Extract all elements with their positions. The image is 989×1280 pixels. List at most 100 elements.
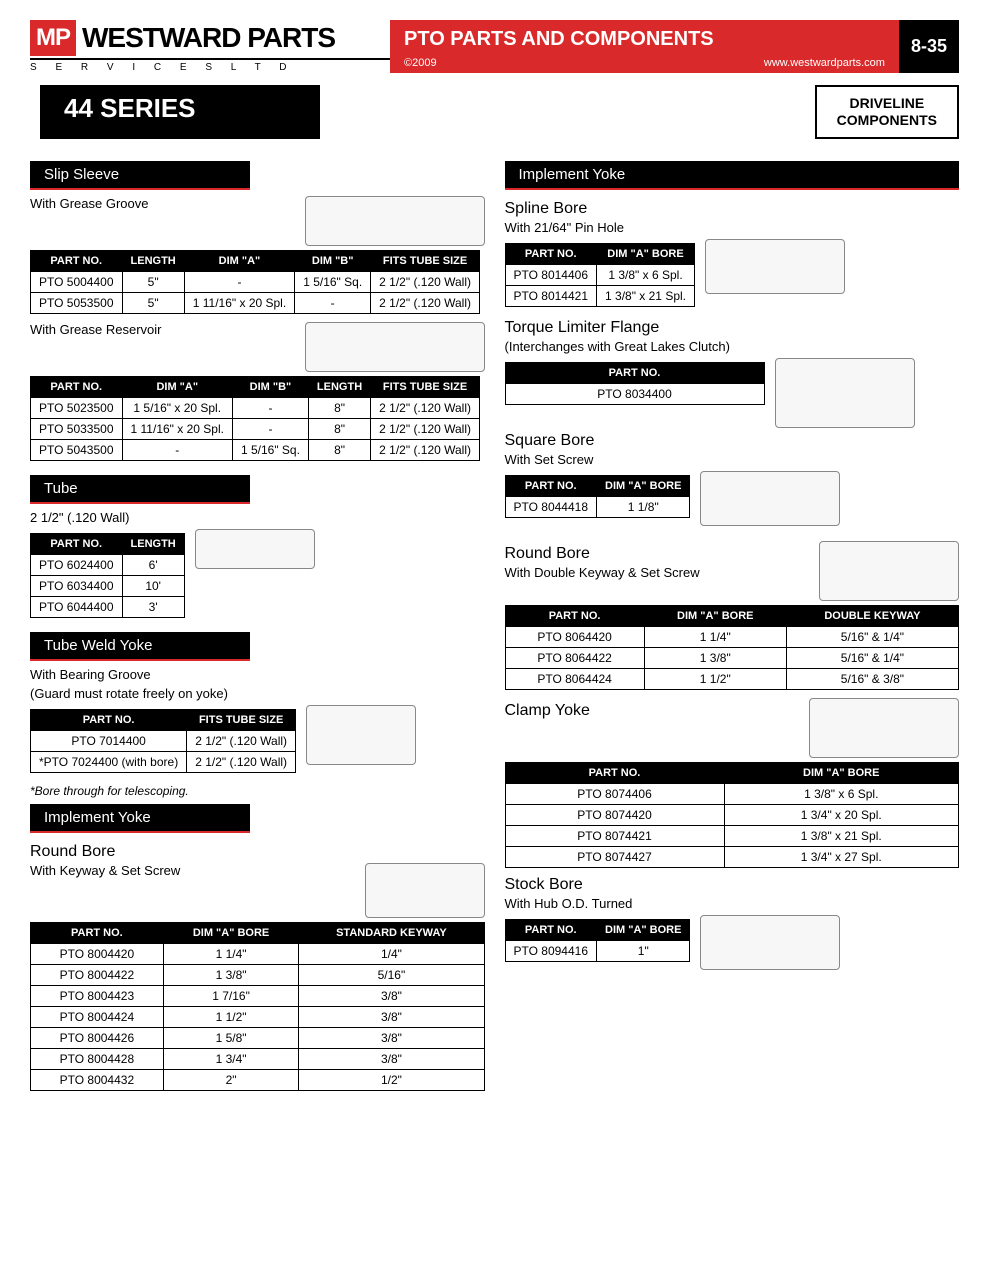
table-cell: 3/8"	[299, 1048, 484, 1069]
table-row: PTO 80644201 1/4"5/16" & 1/4"	[505, 626, 959, 647]
table-cell: PTO 5043500	[31, 439, 123, 460]
tube-weld-yoke-table: PART NO.FITS TUBE SIZEPTO 70144002 1/2" …	[30, 709, 296, 773]
square-diagram	[700, 471, 840, 526]
round-sub1: Round Bore	[505, 545, 810, 563]
table-cell: 5"	[122, 292, 184, 313]
table-cell: 3/8"	[299, 985, 484, 1006]
series-label-2: COMPONENTS	[837, 112, 937, 129]
round-table: PART NO.DIM "A" BOREDOUBLE KEYWAYPTO 806…	[505, 605, 960, 690]
clamp-table: PART NO.DIM "A" BOREPTO 80744061 3/8" x …	[505, 762, 960, 868]
table-cell: 1 3/8" x 21 Spl.	[724, 825, 959, 846]
spline-table: PART NO.DIM "A" BOREPTO 80144061 3/8" x …	[505, 243, 696, 307]
table-cell: 1 3/8" x 6 Spl.	[724, 783, 959, 804]
page-number: 8-35	[899, 20, 959, 73]
tube-weld-yoke-bar: Tube Weld Yoke	[30, 632, 250, 661]
table-header: LENGTH	[122, 533, 184, 554]
table-cell: 1 3/8" x 6 Spl.	[597, 264, 695, 285]
table-cell: 1 5/16" x 20 Spl.	[122, 397, 232, 418]
implement-yoke-left-bar: Implement Yoke	[30, 804, 250, 833]
table-header: FITS TUBE SIZE	[371, 376, 480, 397]
spline-diagram	[705, 239, 845, 294]
left-column: Slip Sleeve With Grease Groove PART NO.L…	[30, 155, 485, 1099]
table-header: DIM "A" BORE	[724, 762, 959, 783]
table-header: DIM "A" BORE	[644, 605, 786, 626]
table-cell: PTO 6044400	[31, 596, 123, 617]
table-row: PTO 80944161"	[505, 940, 690, 961]
table-cell: PTO 8094416	[505, 940, 597, 961]
table-row: PTO 80044281 3/4"3/8"	[31, 1048, 485, 1069]
table-cell: 2"	[163, 1069, 299, 1090]
table-cell: PTO 7014400	[31, 730, 187, 751]
series-category: DRIVELINE COMPONENTS	[815, 85, 959, 139]
table-cell: 1 3/4" x 20 Spl.	[724, 804, 959, 825]
table-cell: 1"	[597, 940, 690, 961]
table-row: PTO 80144211 3/8" x 21 Spl.	[505, 285, 695, 306]
table-cell: PTO 8074427	[505, 846, 724, 867]
logo-block: MP WESTWARD PARTS S E R V I C E S L T D	[30, 20, 390, 73]
slip-sleeve-sub1: With Grease Groove	[30, 196, 295, 211]
table-row: PTO 8034400	[505, 383, 764, 404]
slip-sleeve-bar: Slip Sleeve	[30, 161, 250, 190]
table-header: DIM "A" BORE	[597, 475, 690, 496]
table-header: FITS TUBE SIZE	[371, 250, 480, 271]
spline-sub2: With 21/64" Pin Hole	[505, 220, 960, 235]
header-url: www.westwardparts.com	[764, 57, 885, 69]
table-header: DIM "A" BORE	[597, 243, 695, 264]
table-cell: PTO 8004420	[31, 943, 164, 964]
clamp-sub1: Clamp Yoke	[505, 702, 800, 720]
table-header: DIM "A"	[122, 376, 232, 397]
iy-left-diagram	[365, 863, 485, 918]
table-cell: PTO 6024400	[31, 554, 123, 575]
table-header: STANDARD KEYWAY	[299, 922, 484, 943]
iy-left-sub1: Round Bore	[30, 843, 485, 861]
table-cell: PTO 8034400	[505, 383, 764, 404]
twy-note: *Bore through for telescoping.	[30, 784, 485, 798]
table-cell: 1 11/16" x 20 Spl.	[184, 292, 294, 313]
table-cell: 1/4"	[299, 943, 484, 964]
table-header: DIM "A"	[184, 250, 294, 271]
table-cell: 1 3/8"	[163, 964, 299, 985]
logo-text: WESTWARD PARTS	[82, 22, 335, 54]
table-cell: PTO 8004428	[31, 1048, 164, 1069]
table-cell: 1 3/8" x 21 Spl.	[597, 285, 695, 306]
table-row: PTO 80044231 7/16"3/8"	[31, 985, 485, 1006]
table-cell: PTO 8074420	[505, 804, 724, 825]
table-cell: 5/16" & 3/8"	[786, 668, 958, 689]
series-title: 44 SERIES	[40, 85, 320, 139]
table-cell: PTO 8044418	[505, 496, 597, 517]
table-cell: 8"	[308, 418, 370, 439]
table-row: PTO 5043500-1 5/16" Sq.8"2 1/2" (.120 Wa…	[31, 439, 480, 460]
table-header: DIM "B"	[295, 250, 371, 271]
table-cell: 5/16" & 1/4"	[786, 647, 958, 668]
table-header: DOUBLE KEYWAY	[786, 605, 958, 626]
table-cell: 2 1/2" (.120 Wall)	[187, 751, 296, 772]
table-cell: 1/2"	[299, 1069, 484, 1090]
stock-sub2: With Hub O.D. Turned	[505, 896, 960, 911]
table-cell: 2 1/2" (.120 Wall)	[371, 418, 480, 439]
table-cell: -	[232, 397, 308, 418]
table-cell: PTO 8074406	[505, 783, 724, 804]
table-row: PTO 60244006'	[31, 554, 185, 575]
table-row: PTO 80744271 3/4" x 27 Spl.	[505, 846, 959, 867]
table-cell: 1 1/4"	[163, 943, 299, 964]
table-row: PTO 80044261 5/8"3/8"	[31, 1027, 485, 1048]
table-row: PTO 80744061 3/8" x 6 Spl.	[505, 783, 959, 804]
table-header: PART NO.	[31, 922, 164, 943]
table-cell: 1 3/4"	[163, 1048, 299, 1069]
implement-yoke-left-table: PART NO.DIM "A" BORESTANDARD KEYWAYPTO 8…	[30, 922, 485, 1091]
spline-sub1: Spline Bore	[505, 200, 960, 218]
iy-left-sub2: With Keyway & Set Screw	[30, 863, 355, 878]
table-header: PART NO.	[505, 362, 764, 383]
table-cell: 1 3/4" x 27 Spl.	[724, 846, 959, 867]
table-cell: PTO 8064420	[505, 626, 644, 647]
table-cell: PTO 5053500	[31, 292, 123, 313]
table-cell: 1 5/8"	[163, 1027, 299, 1048]
table-cell: 5"	[122, 271, 184, 292]
table-header: PART NO.	[31, 533, 123, 554]
table-row: PTO 80644221 3/8"5/16" & 1/4"	[505, 647, 959, 668]
twy-sub2: (Guard must rotate freely on yoke)	[30, 686, 485, 701]
table-cell: PTO 8014421	[505, 285, 597, 306]
table-cell: PTO 6034400	[31, 575, 123, 596]
torque-diagram	[775, 358, 915, 428]
table-header: FITS TUBE SIZE	[187, 709, 296, 730]
